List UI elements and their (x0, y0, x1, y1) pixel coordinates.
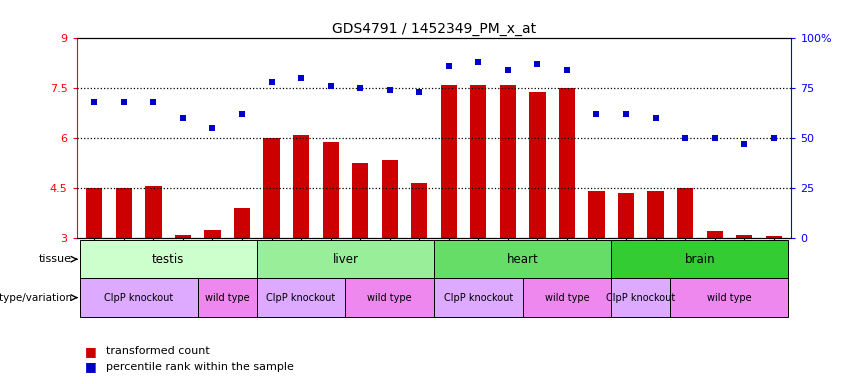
Title: GDS4791 / 1452349_PM_x_at: GDS4791 / 1452349_PM_x_at (332, 22, 536, 36)
Text: transformed count: transformed count (106, 346, 210, 356)
Bar (197, 278, 257, 317)
Text: brain: brain (684, 253, 715, 266)
Bar (381, 160, 397, 238)
Point (442, 63, 455, 70)
Text: tissue: tissue (39, 254, 72, 264)
Bar (434, 278, 523, 317)
Bar (264, 138, 280, 238)
Point (294, 75, 308, 81)
Bar (706, 232, 722, 238)
Bar (588, 192, 604, 238)
Bar (471, 85, 487, 238)
Point (590, 111, 603, 118)
Bar (441, 85, 457, 238)
Bar (79, 278, 197, 317)
Point (176, 115, 190, 121)
Point (88, 99, 101, 105)
Text: ■: ■ (85, 345, 97, 358)
Bar (611, 278, 671, 317)
Text: heart: heart (506, 253, 539, 266)
Bar (523, 278, 611, 317)
Point (560, 67, 574, 73)
Bar (671, 278, 789, 317)
Text: ClpP knockout: ClpP knockout (443, 293, 513, 303)
Text: wild type: wild type (205, 293, 249, 303)
Bar (257, 240, 434, 278)
Bar (346, 278, 434, 317)
Text: wild type: wild type (707, 293, 751, 303)
Point (678, 135, 692, 141)
Bar (204, 230, 220, 238)
Text: ClpP knockout: ClpP knockout (104, 293, 174, 303)
Text: wild type: wild type (368, 293, 412, 303)
Bar (234, 208, 250, 238)
Bar (116, 188, 132, 238)
Text: ClpP knockout: ClpP knockout (266, 293, 335, 303)
Bar (611, 240, 789, 278)
Bar (257, 278, 346, 317)
Point (413, 89, 426, 95)
Point (501, 67, 515, 73)
Point (708, 135, 722, 141)
Bar (411, 183, 427, 238)
Text: ■: ■ (85, 360, 97, 373)
Text: ClpP knockout: ClpP knockout (606, 293, 676, 303)
Point (383, 87, 397, 93)
Point (737, 141, 751, 147)
Bar (434, 240, 611, 278)
Text: genotype/variation: genotype/variation (0, 293, 72, 303)
Point (324, 83, 338, 89)
Bar (146, 187, 162, 238)
Bar (86, 188, 102, 238)
Bar (529, 92, 545, 238)
Bar (293, 135, 309, 238)
Bar (736, 235, 752, 238)
Bar (559, 88, 575, 238)
Point (235, 111, 248, 118)
Point (530, 61, 544, 68)
Bar (766, 237, 782, 238)
Point (471, 59, 485, 65)
Bar (500, 85, 516, 238)
Point (620, 111, 633, 118)
Bar (352, 163, 368, 238)
Bar (174, 235, 191, 238)
Text: testis: testis (152, 253, 185, 266)
Text: wild type: wild type (545, 293, 589, 303)
Text: liver: liver (333, 253, 358, 266)
Point (206, 125, 220, 131)
Point (117, 99, 131, 105)
Point (648, 115, 662, 121)
Bar (677, 188, 694, 238)
Bar (79, 240, 257, 278)
Point (767, 135, 780, 141)
Text: percentile rank within the sample: percentile rank within the sample (106, 362, 294, 372)
Bar (648, 192, 664, 238)
Point (265, 79, 278, 85)
Bar (618, 193, 634, 238)
Bar (323, 142, 339, 238)
Point (353, 85, 367, 91)
Point (146, 99, 160, 105)
